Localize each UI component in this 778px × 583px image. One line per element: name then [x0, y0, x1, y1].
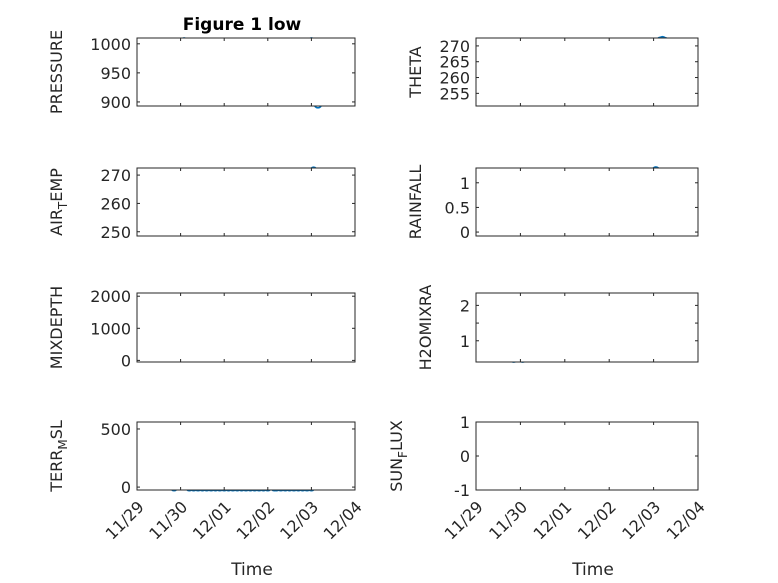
- x-axis-label: Time: [571, 560, 614, 580]
- y-axis-label: SUNFLUX: [387, 420, 410, 492]
- y-tick-label: 0: [460, 223, 470, 242]
- axes-box: [136, 421, 356, 491]
- y-tick-label: 260: [439, 69, 470, 88]
- y-tick-label: 270: [100, 166, 131, 185]
- ticks: 250 260 270: [100, 166, 356, 242]
- y-tick-label: 250: [100, 223, 131, 242]
- y-tick-label: 265: [439, 53, 470, 72]
- y-axis-label: AIRTEMP: [47, 168, 70, 236]
- ticks: 00.51: [445, 168, 699, 242]
- axes-box: [475, 421, 699, 491]
- axes-box: [136, 37, 356, 107]
- ticks: 0 1000 2000: [90, 287, 356, 370]
- y-axis-label: RAINFALL: [406, 165, 425, 240]
- ticks: 900 950 1000: [90, 35, 356, 112]
- axes-box: [475, 292, 699, 363]
- y-tick-label: 500: [100, 420, 131, 439]
- y-tick-label: 1000: [90, 35, 131, 54]
- y-tick-label: 1: [460, 413, 470, 432]
- y-tick-label: 1000: [90, 319, 131, 338]
- y-tick-label: 2000: [90, 287, 131, 306]
- subplot-3: 250 260 270 AIRTEMP: [47, 166, 356, 242]
- axes-box: [136, 292, 356, 363]
- y-axis-label: THETA: [406, 46, 425, 98]
- y-tick-label: 1: [460, 174, 470, 193]
- axes-box: [475, 37, 699, 107]
- y-tick-label: -1: [454, 481, 470, 500]
- y-tick-label: 260: [100, 194, 131, 213]
- y-axis-label: H2OMIXRA: [416, 285, 435, 371]
- subplot-1: 900 950 1000 PRESSURE: [47, 30, 356, 114]
- y-tick-label: 2: [460, 296, 470, 315]
- subplot-5: 0 1000 2000 MIXDEPTH: [47, 286, 356, 370]
- figure-title: Figure 1 low: [183, 15, 302, 35]
- ticks: 12: [460, 293, 699, 362]
- y-tick-label: 255: [439, 84, 470, 103]
- y-axis-label: TERRMSL: [47, 420, 70, 493]
- y-tick-label: 0: [460, 447, 470, 466]
- y-axis-label: MIXDEPTH: [47, 286, 66, 369]
- y-tick-label: 1: [460, 332, 470, 351]
- y-tick-label: 900: [100, 93, 131, 112]
- y-tick-label: 0: [121, 351, 131, 370]
- y-tick-label: 0: [121, 478, 131, 497]
- x-axis-label: Time: [230, 560, 273, 580]
- y-tick-label: 0.5: [445, 198, 470, 217]
- y-tick-label: 270: [439, 37, 470, 56]
- axes-box: [475, 167, 699, 237]
- y-axis-label: PRESSURE: [47, 30, 66, 114]
- y-tick-label: 950: [100, 64, 131, 83]
- axes-box: [136, 167, 356, 237]
